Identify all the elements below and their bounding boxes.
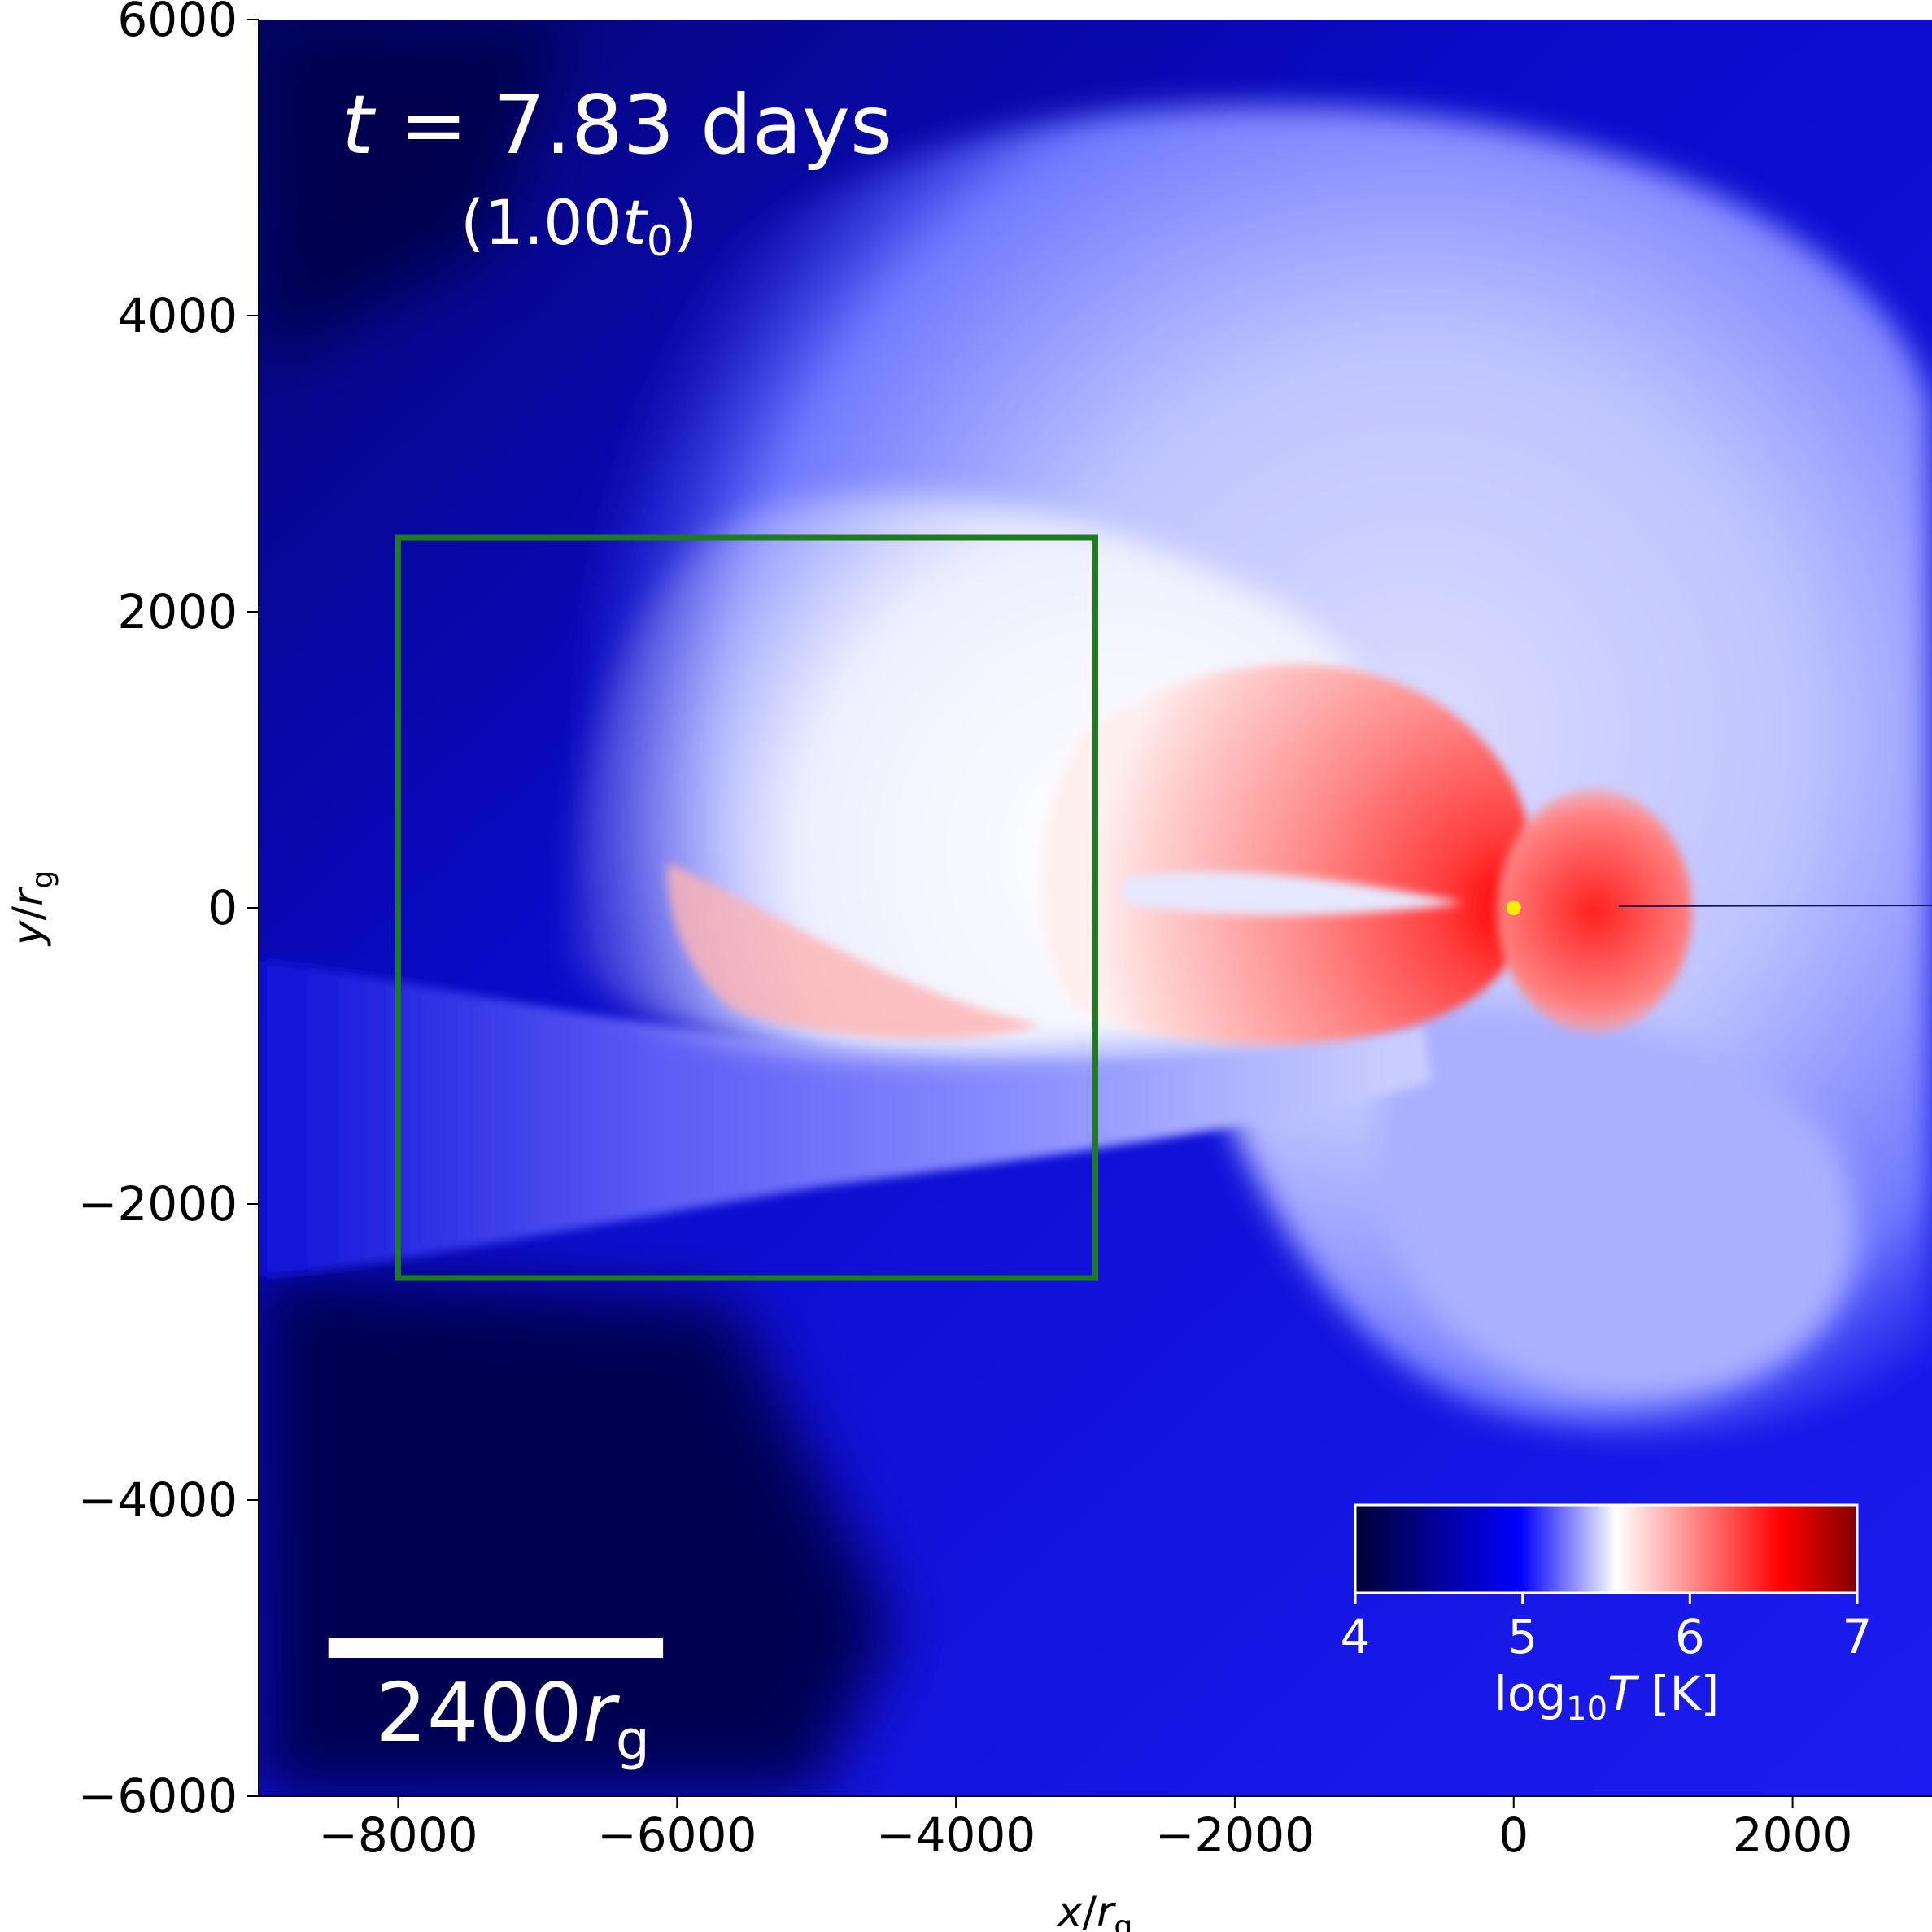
x-tick-label: −4000 (876, 1808, 1036, 1863)
colorbar-label: log10T [K] (1494, 1666, 1720, 1728)
black-hole-marker (1506, 901, 1521, 915)
scale-bar (328, 1638, 664, 1658)
y-tick-label: 6000 (117, 0, 238, 47)
colorbar-gradient (1354, 1503, 1859, 1594)
y-tick-label: 2000 (117, 584, 238, 639)
x-tick-label: 2000 (1733, 1808, 1853, 1863)
scale-bar-label: 2400rg (375, 1665, 650, 1772)
inset-region-box (395, 534, 1098, 1281)
temperature-heatmap (259, 20, 1932, 1796)
y-tick-label: 0 (207, 880, 238, 935)
y-tick-label: 4000 (117, 288, 238, 343)
colorbar-tick-label: 5 (1507, 1609, 1537, 1664)
colorbar-tick-label: 4 (1341, 1609, 1371, 1664)
x-tick-label: −8000 (318, 1808, 478, 1863)
colorbar-tick-label: 7 (1843, 1609, 1873, 1664)
y-tick-label: −4000 (78, 1472, 238, 1528)
time-annotation-t0: (1.00t0) (460, 186, 697, 266)
colorbar: 4 5 6 7 log10T [K] (1341, 1503, 1873, 1728)
x-tick-label: −2000 (1155, 1808, 1315, 1863)
y-axis-label: y/rg (4, 870, 59, 948)
colorbar-tick-label: 6 (1675, 1609, 1705, 1664)
x-axis-label: x/rg (1056, 1888, 1133, 1932)
x-tick-label: −6000 (597, 1808, 757, 1863)
y-tick-label: −2000 (78, 1176, 238, 1232)
time-annotation: t = 7.83 days (342, 77, 892, 172)
y-tick-label: −6000 (78, 1768, 238, 1824)
x-tick-label: 0 (1498, 1808, 1529, 1863)
